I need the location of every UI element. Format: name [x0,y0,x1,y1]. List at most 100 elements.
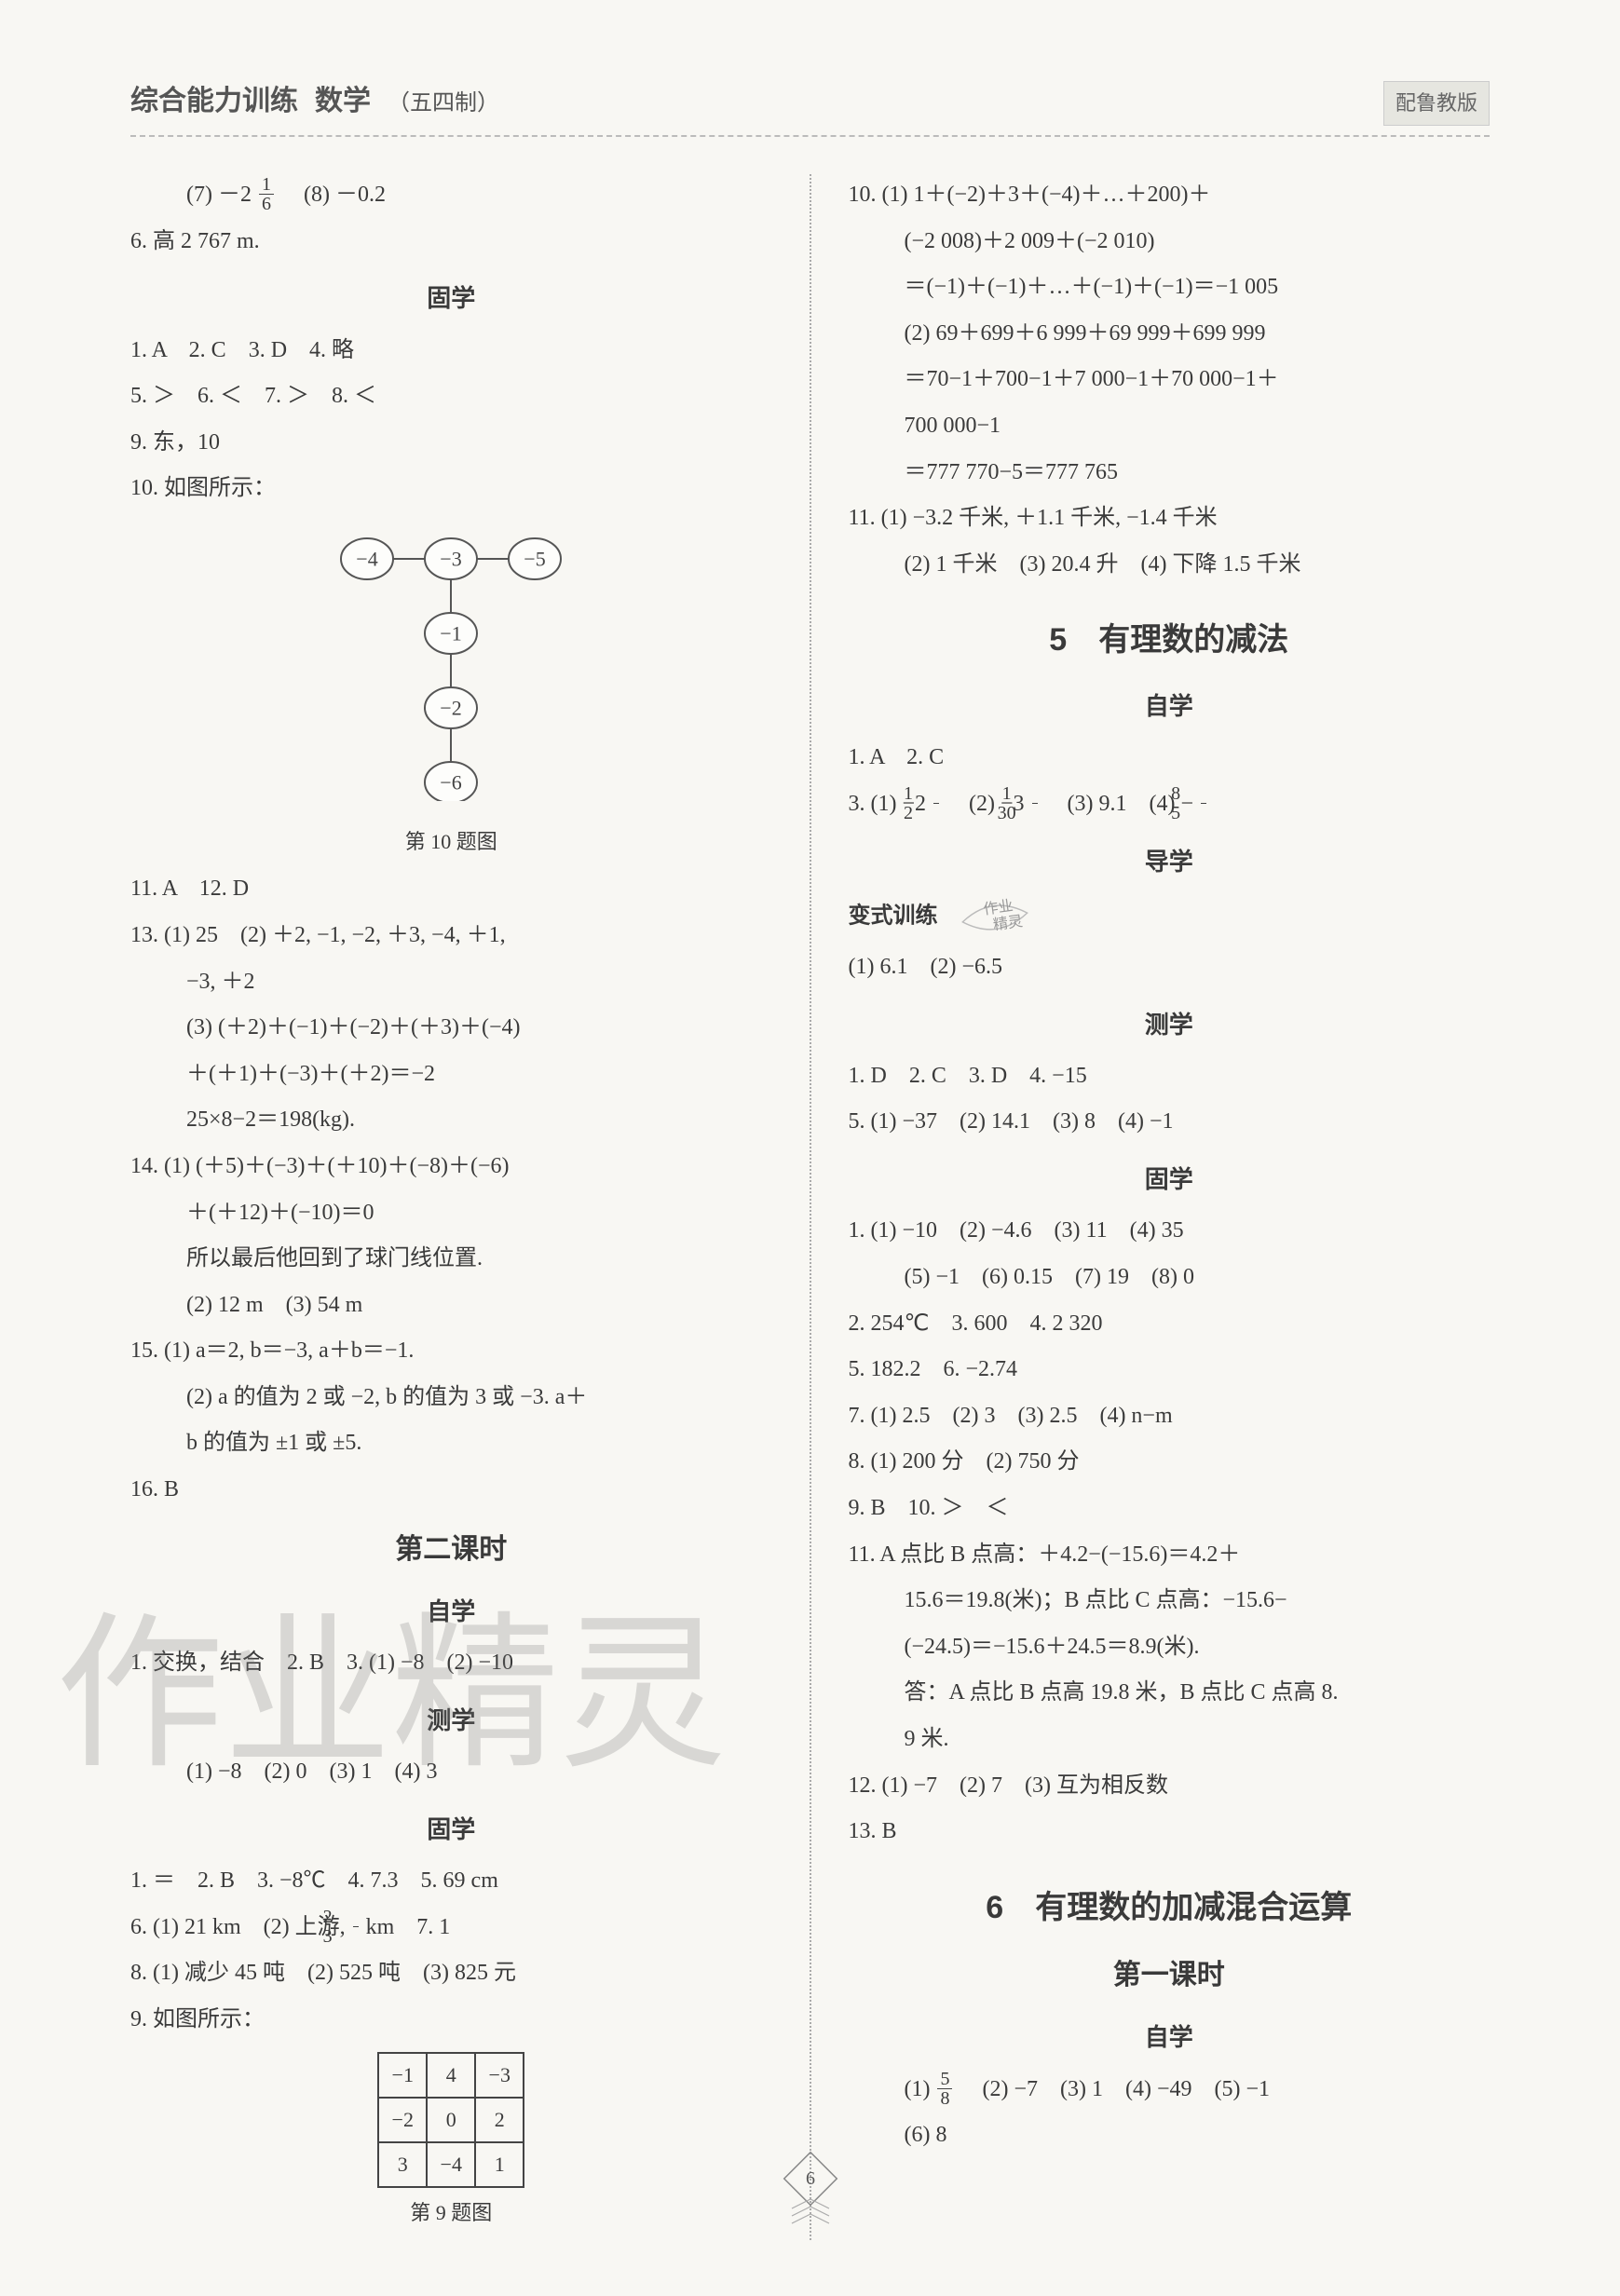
chapter-6: 6 有理数的加减混合运算 [849,1878,1491,1938]
bx-1: (1) 6.1 (2) −6.5 [849,946,1491,989]
gg8: 8. (1) 减少 45 吨 (2) 525 吨 (3) 825 元 [130,1952,772,1995]
table-row: −2 0 2 [378,2098,524,2142]
node-e: −2 [425,687,477,728]
c5-1: 1. D 2. C 3. D 4. −15 [849,1055,1491,1098]
cell: 4 [427,2053,475,2098]
node-c: −5 [509,538,561,579]
node-f-label: −6 [441,770,462,794]
g5-5: 5. 182.2 6. −2.74 [849,1349,1491,1392]
node-d: −1 [425,613,477,654]
cell: −1 [378,2053,427,2098]
diagram-9-caption: 第 9 题图 [130,2194,772,2233]
g13c: (3) (＋2)＋(−1)＋(−2)＋(＋3)＋(−4) [130,1007,772,1050]
sec-ce2: 测学 [130,1698,772,1744]
g5-11e: 9 米. [849,1719,1491,1761]
cell: 1 [475,2142,524,2187]
z5-3: 3. (1) −2 1 2 (2) −3 1 30 (3) 9.1 (4) − … [849,783,1491,826]
page-number-ornament: 6 [778,2151,843,2250]
g5-11b: 15.6＝19.8(米)；B 点比 C 点高：−15.6− [849,1580,1491,1623]
z6-1: (1) 5 8 (2) −7 (3) 1 (4) −49 (5) −1 [849,2069,1491,2112]
col-left: (7) －2 1 6 (8) －0.2 6. 高 2 767 m. 固学 1. … [130,174,772,2240]
g5-11d: 答：A 点比 B 点高 19.8 米，B 点比 C 点高 8. [849,1672,1491,1715]
chapter-5: 5 有理数的减法 [849,610,1491,671]
g5-8: 8. (1) 200 分 (2) 750 分 [849,1441,1491,1484]
g13d: ＋(＋1)＋(−3)＋(＋2)＝−2 [130,1053,772,1096]
frac-8-5: 8 5 [1201,784,1206,822]
g5: 5. ＞ 6. ＜ 7. ＞ 8. ＜ [130,375,772,418]
g13b: −3, ＋2 [130,961,772,1004]
frac-2-3: 2 3 [353,1908,359,1946]
g13e: 25×8−2＝198(kg). [130,1099,772,1142]
den: 8 [937,2089,952,2108]
den: 6 [259,195,274,213]
frac-1-30: 1 30 [1032,784,1038,822]
cell: −4 [427,2142,475,2187]
sec-lesson2: 第二课时 [130,1523,772,1576]
g1: 1. A 2. C 3. D 4. 略 [130,330,772,373]
g5-11a: 11. A 点比 B 点高：＋4.2−(−15.6)＝4.2＋ [849,1534,1491,1577]
node-b: −3 [425,538,477,579]
sec-lesson6-1: 第一课时 [849,1949,1491,2002]
diagram-10-caption: 第 10 题图 [130,822,772,862]
g15c: b 的值为 ±1 或 ±5. [130,1422,772,1465]
g14d: (2) 12 m (3) 54 m [130,1284,772,1327]
table-9: −1 4 −3 −2 0 2 3 −4 1 [377,2052,524,2188]
frac-1-6: 1 6 [259,175,274,213]
edition-tag: 配鲁教版 [1383,81,1490,126]
r10a: 10. (1) 1＋(−2)＋3＋(−4)＋…＋200)＋ [849,174,1491,217]
g9: 9. 东，10 [130,422,772,465]
sec-gu2: 固学 [130,1807,772,1853]
bx-row: 变式训练 作业 精灵 [849,892,1491,943]
num: 1 [933,784,939,804]
g11: 11. A 12. D [130,868,772,911]
l5-78: (7) －2 1 6 (8) －0.2 [130,174,772,217]
sec-ce5: 测学 [849,1002,1491,1048]
l5-8: (8) －0.2 [281,183,386,207]
z6-6: (6) 8 [849,2114,1491,2157]
cell: 3 [378,2142,427,2187]
sec-zi6: 自学 [849,2015,1491,2060]
sec-zi2: 自学 [130,1589,772,1635]
den: 2 [933,804,939,822]
r11b: (2) 1 千米 (3) 20.4 升 (4) 下降 1.5 千米 [849,544,1491,587]
r11a: 11. (1) −3.2 千米, ＋1.1 千米, −1.4 千米 [849,497,1491,540]
g15a: 15. (1) a＝2, b＝−3, a＋b＝−1. [130,1330,772,1373]
g5-12: 12. (1) −7 (2) 7 (3) 互为相反数 [849,1765,1491,1808]
g13a: 13. (1) 25 (2) ＋2, −1, −2, ＋3, −4, ＋1, [130,915,772,958]
title-main: 综合能力训练 [130,75,298,128]
g15b: (2) a 的值为 2 或 −2, b 的值为 3 或 −3. a＋ [130,1377,772,1420]
cell: −2 [378,2098,427,2142]
table-row: 3 −4 1 [378,2142,524,2187]
node-a-label: −4 [357,547,378,570]
l6: 6. 高 2 767 m. [130,221,772,264]
header-left: 综合能力训练 数学 （五四制） [130,75,499,128]
c5-5: 5. (1) −37 (2) 14.1 (3) 8 (4) −1 [849,1101,1491,1144]
z5-1: 1. A 2. C [849,737,1491,780]
columns: (7) －2 1 6 (8) －0.2 6. 高 2 767 m. 固学 1. … [130,174,1490,2240]
node-a: −4 [341,538,393,579]
node-e-label: −2 [441,696,462,719]
g5-1b: (5) −1 (6) 0.15 (7) 19 (8) 0 [849,1257,1491,1299]
page-number-icon: 6 [778,2151,843,2235]
title-note: （五四制） [388,83,499,126]
cell: −3 [475,2053,524,2098]
g5-7: 7. (1) 2.5 (2) 3 (3) 2.5 (4) n−m [849,1395,1491,1438]
gg9: 9. 如图所示： [130,1999,772,2042]
column-divider [810,174,811,2240]
g16: 16. B [130,1469,772,1512]
cell: 2 [475,2098,524,2142]
sec-dao5: 导学 [849,839,1491,885]
page: 作业精灵 综合能力训练 数学 （五四制） 配鲁教版 (7) －2 1 6 (8)… [0,0,1620,2296]
sec-gu1: 固学 [130,276,772,321]
num: 1 [1032,784,1038,804]
page-header: 综合能力训练 数学 （五四制） 配鲁教版 [130,75,1490,137]
cell: 0 [427,2098,475,2142]
node-c-label: −5 [524,547,546,570]
den: 3 [353,1927,359,1946]
r10d: (2) 69＋699＋6 999＋69 999＋699 999 [849,313,1491,356]
z6-1b: (2) −7 (3) 1 (4) −49 (5) −1 [960,2077,1270,2101]
c1: (1) −8 (2) 0 (3) 1 (4) 3 [130,1751,772,1794]
r10c: ＝(−1)＋(−1)＋…＋(−1)＋(−1)＝−1 005 [849,266,1491,309]
node-f: −6 [425,762,477,801]
den: 30 [1032,804,1038,822]
